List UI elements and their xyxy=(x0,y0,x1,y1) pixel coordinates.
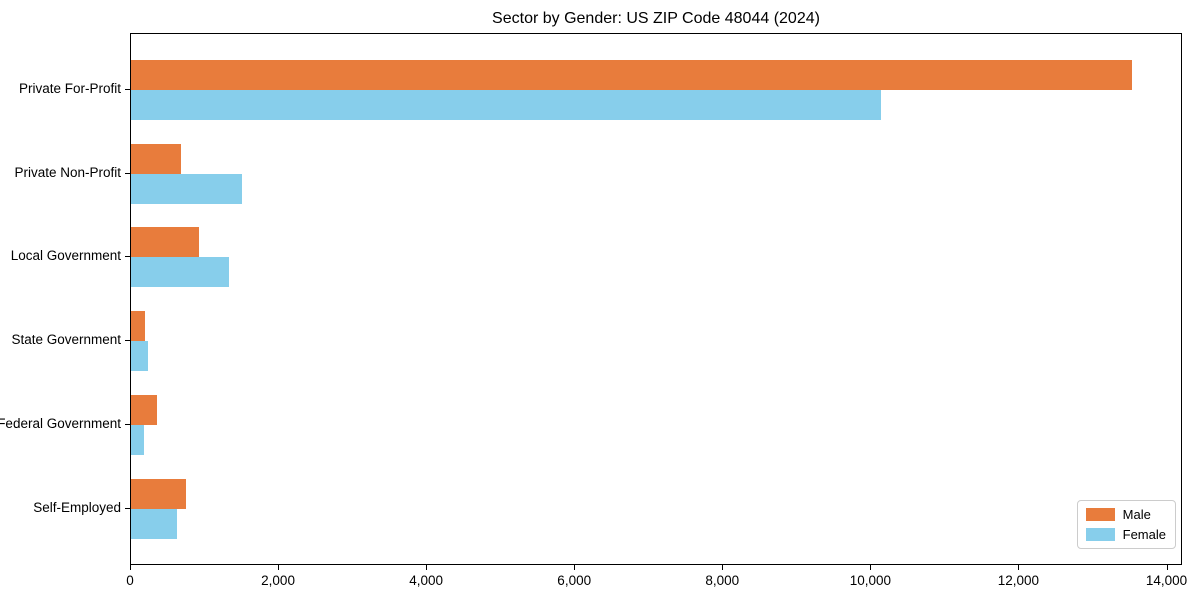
legend-label-male: Male xyxy=(1122,507,1151,522)
xtick-label-8: 14,000 xyxy=(1145,573,1188,588)
xtick-mark xyxy=(1166,565,1168,570)
xtick-label-3: 4,000 xyxy=(409,573,444,588)
legend-entry-female: Female xyxy=(1085,527,1166,542)
bar-male-4 xyxy=(131,311,146,342)
xtick-mark xyxy=(130,565,131,570)
legend-entry-male: Male xyxy=(1085,507,1166,522)
ytick-label-1: Private For-Profit xyxy=(18,80,121,96)
xtick-mark xyxy=(870,565,872,570)
ytick-label-2: Private Non-Profit xyxy=(14,164,121,180)
bar-male-5 xyxy=(131,394,157,425)
ytick-mark xyxy=(125,507,130,509)
bar-male-2 xyxy=(131,143,182,174)
ytick-mark xyxy=(125,256,130,258)
ytick-mark xyxy=(125,172,130,174)
legend-swatch-female-icon xyxy=(1085,528,1115,541)
ytick-mark xyxy=(125,88,130,90)
ytick-label-3: Local Government xyxy=(10,248,121,264)
xtick-label-5: 8,000 xyxy=(705,573,740,588)
bar-male-3 xyxy=(131,227,200,258)
bar-female-6 xyxy=(131,508,177,539)
bar-female-5 xyxy=(131,424,144,455)
bar-male-1 xyxy=(131,59,1132,90)
xtick-label-1: 0 xyxy=(126,573,134,588)
xtick-label-4: 6,000 xyxy=(557,573,592,588)
bar-female-3 xyxy=(131,257,229,288)
ytick-label-4: State Government xyxy=(11,332,121,348)
bar-male-6 xyxy=(131,478,186,509)
plot-area: Male Female xyxy=(130,33,1182,565)
xtick-mark xyxy=(722,565,724,570)
ytick-label-5: Federal Government xyxy=(0,415,121,431)
bar-female-1 xyxy=(131,89,881,120)
xtick-label-7: 12,000 xyxy=(997,573,1040,588)
ytick-mark xyxy=(125,423,130,425)
xtick-mark xyxy=(426,565,428,570)
bar-female-2 xyxy=(131,173,243,204)
chart-title: Sector by Gender: US ZIP Code 48044 (202… xyxy=(492,10,820,27)
xtick-mark xyxy=(574,565,576,570)
ytick-mark xyxy=(125,340,130,342)
legend-swatch-male-icon xyxy=(1085,508,1115,521)
xtick-label-2: 2,000 xyxy=(261,573,295,588)
xtick-mark xyxy=(1018,565,1020,570)
legend: Male Female xyxy=(1076,500,1176,549)
ytick-label-6: Self-Employed xyxy=(33,499,121,515)
bar-female-4 xyxy=(131,341,149,372)
xtick-mark xyxy=(278,565,280,570)
legend-label-female: Female xyxy=(1122,527,1166,542)
xtick-label-6: 10,000 xyxy=(849,573,891,588)
